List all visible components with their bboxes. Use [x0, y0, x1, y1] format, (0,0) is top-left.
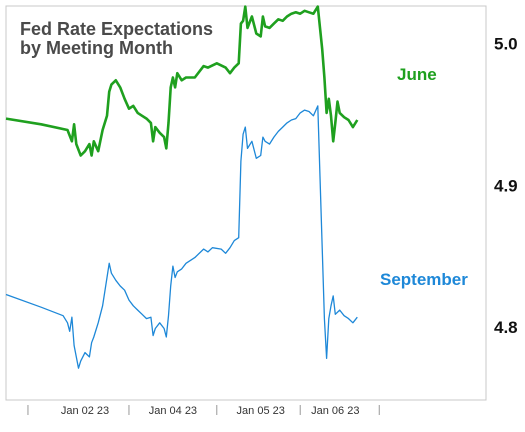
x-tick-label: Jan 06 23 — [311, 405, 359, 417]
x-tick-label: Jan 05 23 — [237, 405, 285, 417]
y-tick-label: 4.9 — [494, 176, 518, 195]
series-label-june: June — [397, 65, 437, 84]
y-tick-label: 5.0 — [494, 35, 518, 54]
y-axis: 4.8 4.9 5.0 — [494, 35, 518, 338]
plot-frame — [5, 5, 487, 401]
series-line-september — [5, 105, 358, 369]
x-tick-label: Jan 02 23 — [61, 405, 109, 417]
y-tick-label: 4.8 — [494, 318, 518, 337]
series-line-june — [5, 5, 359, 157]
chart-title: Fed Rate Expectations — [20, 19, 213, 39]
chart-subtitle: by Meeting Month — [20, 38, 173, 58]
x-tick-label: Jan 04 23 — [149, 405, 197, 417]
series-label-september: September — [380, 270, 468, 289]
x-axis: Jan 02 23 Jan 04 23 Jan 05 23 Jan 06 23 — [27, 405, 380, 417]
series-layer — [5, 5, 359, 369]
